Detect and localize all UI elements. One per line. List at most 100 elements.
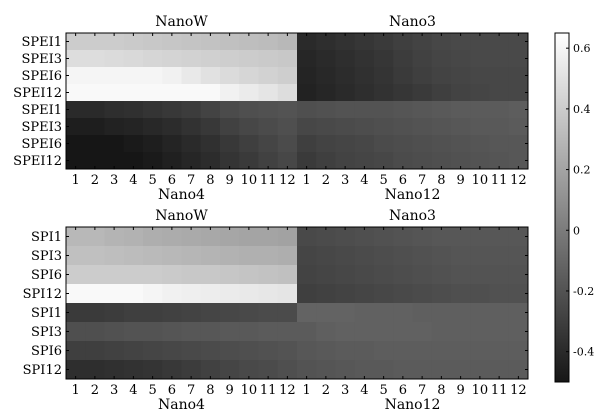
x-tick-label: 3 <box>110 383 118 398</box>
heatmap-cell <box>220 33 240 51</box>
x-tick-label: 8 <box>437 173 445 188</box>
x-tick-label: 4 <box>360 173 368 188</box>
heatmap-cell <box>489 135 510 153</box>
heatmap-cell <box>316 152 336 170</box>
heatmap-cell <box>143 246 163 266</box>
heatmap-cell <box>200 227 221 247</box>
heatmap-cell <box>66 67 86 85</box>
heatmap-cell <box>162 360 182 380</box>
x-tick-label: 10 <box>241 383 258 398</box>
x-tick-label: 5 <box>148 173 156 188</box>
heatmap-cell <box>123 284 144 304</box>
heatmap-cell <box>66 33 86 51</box>
heatmap-cell <box>104 152 125 170</box>
heatmap-cell <box>354 360 375 380</box>
heatmap-cell <box>431 101 452 119</box>
heatmap-cell <box>162 284 182 304</box>
heatmap-cell <box>412 67 433 85</box>
heatmap-cell <box>451 152 471 170</box>
heatmap-cell <box>143 118 163 136</box>
heatmap-cell <box>66 246 86 266</box>
heatmap-cell <box>470 50 490 68</box>
heatmap-cell <box>162 322 182 342</box>
heatmap-cell <box>412 360 433 380</box>
heatmap-cell <box>412 84 433 102</box>
heatmap-cell <box>123 50 144 68</box>
heatmap-cell <box>162 135 182 153</box>
heatmap-cell <box>85 303 105 323</box>
heatmap-cell <box>508 303 529 323</box>
heatmap-cell <box>470 303 490 323</box>
x-tick-label: 12 <box>279 383 296 398</box>
heatmap-panel-top <box>65 32 529 170</box>
heatmap-cell <box>220 227 240 247</box>
heatmap-cell <box>451 118 471 136</box>
heatmap-cell <box>335 67 356 85</box>
heatmap-cell <box>123 84 144 102</box>
x-tick-label: 11 <box>260 173 277 188</box>
heatmap-cell <box>85 50 105 68</box>
heatmap-cell <box>239 101 259 119</box>
heatmap-cell <box>239 246 259 266</box>
heatmap-cell <box>104 303 125 323</box>
heatmap-cell <box>431 322 452 342</box>
heatmap-cell <box>412 33 433 51</box>
heatmap-cell <box>297 303 317 323</box>
x-tick-label: 5 <box>379 383 387 398</box>
heatmap-cell <box>85 246 105 266</box>
heatmap-cell <box>335 322 356 342</box>
heatmap-cell <box>66 322 86 342</box>
x-tick-label: 9 <box>456 383 464 398</box>
heatmap-cell <box>123 246 144 266</box>
x-tick-label: 12 <box>279 173 296 188</box>
heatmap-cell <box>143 360 163 380</box>
heatmap-cell <box>258 67 279 85</box>
heatmap-cell <box>316 135 336 153</box>
heatmap-cell <box>220 265 240 285</box>
heatmap-cell <box>200 152 221 170</box>
heatmap-cell <box>354 227 375 247</box>
heatmap-cell <box>354 341 375 361</box>
heatmap-cell <box>508 67 529 85</box>
heatmap-cell <box>374 33 394 51</box>
heatmap-cell <box>316 67 336 85</box>
heatmap-cell <box>431 135 452 153</box>
panel-title-bottom: Nano12 <box>385 397 441 413</box>
heatmap-cell <box>181 50 202 68</box>
heatmap-cell <box>104 67 125 85</box>
x-tick-label: 3 <box>341 173 349 188</box>
heatmap-cell <box>143 265 163 285</box>
heatmap-cell <box>277 322 298 342</box>
heatmap-cell <box>412 322 433 342</box>
heatmap-cell <box>85 322 105 342</box>
heatmap-cell <box>316 322 336 342</box>
heatmap-cell <box>220 84 240 102</box>
heatmap-cell <box>393 360 413 380</box>
heatmap-cell <box>431 284 452 304</box>
heatmap-cell <box>258 341 279 361</box>
row-label: SPI12 <box>23 287 62 302</box>
heatmap-cell <box>123 152 144 170</box>
heatmap-cell <box>489 67 510 85</box>
x-tick-label: 12 <box>510 383 527 398</box>
x-tick-label: 10 <box>472 173 489 188</box>
heatmap-cell <box>239 84 259 102</box>
heatmap-cell <box>489 341 510 361</box>
x-tick-label: 8 <box>206 173 214 188</box>
heatmap-cell <box>104 284 125 304</box>
heatmap-cell <box>508 322 529 342</box>
x-tick-label: 1 <box>71 383 79 398</box>
x-tick-label: 4 <box>360 383 368 398</box>
heatmap-cell <box>316 341 336 361</box>
heatmap-cell <box>181 33 202 51</box>
heatmap-cell <box>200 360 221 380</box>
heatmap-cell <box>297 118 317 136</box>
heatmap-cell <box>258 227 279 247</box>
heatmap-cell <box>508 50 529 68</box>
heatmap-cell <box>277 84 298 102</box>
heatmap-cell <box>123 265 144 285</box>
heatmap-cell <box>354 265 375 285</box>
heatmap-cell <box>200 84 221 102</box>
heatmap-cell <box>239 135 259 153</box>
heatmap-cell <box>66 284 86 304</box>
